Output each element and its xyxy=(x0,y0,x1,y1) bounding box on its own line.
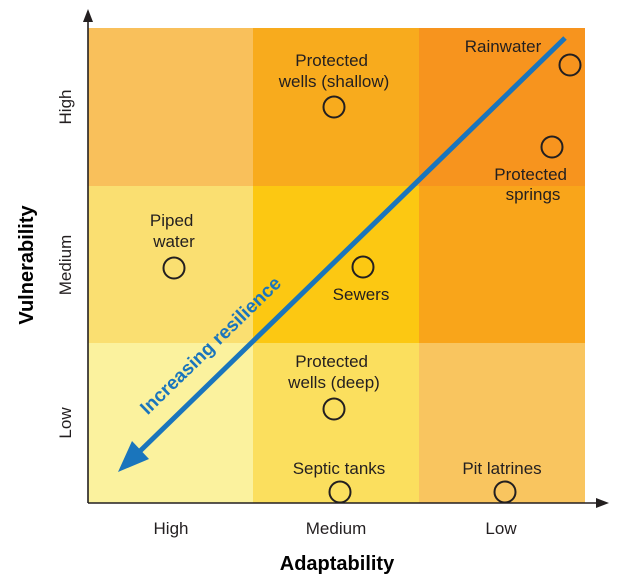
resilience-arrowhead xyxy=(118,441,149,472)
cell-low-vuln-medium-adapt xyxy=(253,343,419,503)
label-sewers: Sewers xyxy=(333,285,390,304)
y-tick-high: High xyxy=(56,90,75,125)
cell-high-vuln-high-adapt xyxy=(88,28,253,186)
x-axis-arrowhead xyxy=(596,498,609,508)
y-tick-medium: Medium xyxy=(56,235,75,295)
marker-septic-tanks xyxy=(328,480,352,504)
label-pit-latrines: Pit latrines xyxy=(462,459,541,478)
marker-pit-latrines xyxy=(493,480,517,504)
cell-medium-vuln-high-adapt xyxy=(88,186,253,343)
y-tick-low: Low xyxy=(56,407,75,439)
x-tick-low: Low xyxy=(485,519,517,538)
label-protected-wells-deep: Protected wells (deep) xyxy=(287,352,380,392)
x-axis-title: Adaptability xyxy=(280,553,395,575)
label-septic-tanks: Septic tanks xyxy=(293,459,386,478)
x-tick-high: High xyxy=(154,519,189,538)
resilience-arrow-shaft xyxy=(135,36,567,456)
y-axis-arrowhead xyxy=(83,9,93,22)
label-rainwater: Rainwater xyxy=(465,37,542,56)
cell-high-vuln-medium-adapt xyxy=(253,28,419,186)
resilience-arrow xyxy=(118,36,567,472)
marker-protected-springs xyxy=(540,135,564,159)
marker-protected-wells-shallow xyxy=(322,95,346,119)
marker-protected-wells-deep xyxy=(322,397,346,421)
cell-medium-vuln-low-adapt xyxy=(419,186,585,343)
label-protected-wells-shallow: Protected wells (shallow) xyxy=(278,51,390,91)
option-markers xyxy=(162,53,582,504)
marker-piped-water xyxy=(162,256,186,280)
x-tick-medium: Medium xyxy=(306,519,366,538)
label-piped-water: Piped water xyxy=(150,211,198,251)
cell-low-vuln-low-adapt xyxy=(419,343,585,503)
marker-rainwater xyxy=(558,53,582,77)
label-protected-springs: Protected springs xyxy=(494,165,572,204)
y-axis-title: Vulnerability xyxy=(16,204,38,324)
cell-high-vuln-low-adapt xyxy=(419,28,585,186)
marker-sewers xyxy=(351,255,375,279)
